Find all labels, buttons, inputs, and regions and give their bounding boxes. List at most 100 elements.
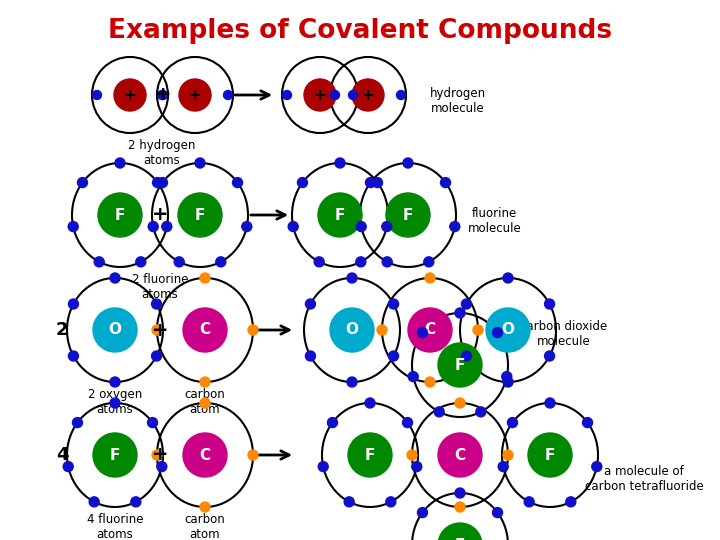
Circle shape [200, 377, 210, 387]
Circle shape [347, 377, 357, 387]
Circle shape [402, 417, 413, 428]
Text: C: C [424, 322, 436, 338]
Text: 4: 4 [55, 446, 68, 464]
Circle shape [68, 299, 78, 309]
Circle shape [408, 308, 452, 352]
Circle shape [418, 328, 428, 338]
Circle shape [314, 257, 324, 267]
Circle shape [233, 178, 243, 187]
Circle shape [242, 221, 252, 232]
Circle shape [158, 178, 168, 187]
Text: O: O [502, 322, 515, 338]
Circle shape [282, 91, 292, 99]
Circle shape [450, 221, 460, 232]
Circle shape [183, 308, 227, 352]
Circle shape [425, 273, 435, 283]
Circle shape [92, 91, 102, 99]
Circle shape [63, 462, 73, 471]
Circle shape [434, 407, 444, 417]
Circle shape [441, 178, 451, 187]
Text: O: O [346, 322, 359, 338]
Text: O: O [109, 322, 122, 338]
Circle shape [330, 91, 340, 99]
Text: carbon
atom: carbon atom [184, 513, 225, 540]
Text: +: + [152, 446, 168, 464]
Text: a molecule of
carbon tetrafluoride: a molecule of carbon tetrafluoride [585, 465, 703, 493]
Circle shape [397, 91, 405, 99]
Circle shape [152, 325, 162, 335]
Circle shape [492, 328, 503, 338]
Text: +: + [189, 87, 202, 103]
Circle shape [153, 178, 163, 187]
Circle shape [389, 299, 399, 309]
Text: F: F [402, 207, 413, 222]
Circle shape [305, 351, 315, 361]
Circle shape [356, 257, 366, 267]
Circle shape [200, 398, 210, 408]
Circle shape [498, 462, 508, 471]
Circle shape [183, 433, 227, 477]
Circle shape [174, 257, 184, 267]
Circle shape [110, 377, 120, 387]
Circle shape [372, 178, 382, 187]
Circle shape [148, 417, 158, 428]
Circle shape [288, 221, 298, 232]
Circle shape [544, 351, 554, 361]
Circle shape [216, 257, 226, 267]
Circle shape [330, 308, 374, 352]
Circle shape [455, 502, 465, 512]
Circle shape [352, 79, 384, 111]
Circle shape [528, 433, 572, 477]
Circle shape [389, 351, 399, 361]
Text: F: F [455, 357, 465, 373]
Circle shape [318, 193, 362, 237]
Circle shape [366, 178, 375, 187]
Text: C: C [454, 448, 466, 462]
Circle shape [89, 497, 99, 507]
Text: hydrogen
molecule: hydrogen molecule [430, 87, 486, 115]
Circle shape [403, 158, 413, 168]
Circle shape [115, 158, 125, 168]
Circle shape [544, 299, 554, 309]
Circle shape [179, 79, 211, 111]
Circle shape [545, 398, 555, 408]
Circle shape [486, 308, 530, 352]
Circle shape [223, 91, 233, 99]
Text: +: + [124, 87, 136, 103]
Text: 2: 2 [55, 321, 68, 339]
Circle shape [524, 497, 534, 507]
Circle shape [503, 273, 513, 283]
Circle shape [508, 417, 518, 428]
Circle shape [73, 417, 83, 428]
Circle shape [110, 273, 120, 283]
Text: carbon
atom: carbon atom [184, 388, 225, 416]
Circle shape [152, 351, 161, 361]
Circle shape [200, 273, 210, 283]
Circle shape [592, 462, 602, 471]
Text: carbon dioxide
molecule: carbon dioxide molecule [520, 320, 607, 348]
Circle shape [93, 433, 137, 477]
Circle shape [365, 398, 375, 408]
Circle shape [248, 450, 258, 460]
Circle shape [382, 221, 392, 232]
Circle shape [158, 91, 168, 99]
Text: C: C [199, 322, 210, 338]
Circle shape [476, 407, 486, 417]
Circle shape [304, 79, 336, 111]
Circle shape [455, 308, 465, 318]
Text: fluorine
molecule: fluorine molecule [468, 207, 522, 235]
Circle shape [148, 221, 158, 232]
Text: F: F [110, 448, 120, 462]
Circle shape [582, 417, 593, 428]
Circle shape [297, 178, 307, 187]
Circle shape [462, 351, 472, 361]
Circle shape [455, 398, 465, 408]
Circle shape [347, 273, 357, 283]
Text: F: F [114, 207, 125, 222]
Circle shape [328, 417, 338, 428]
Circle shape [424, 257, 434, 267]
Circle shape [318, 462, 328, 471]
Circle shape [438, 523, 482, 540]
Circle shape [195, 158, 205, 168]
Circle shape [248, 325, 258, 335]
